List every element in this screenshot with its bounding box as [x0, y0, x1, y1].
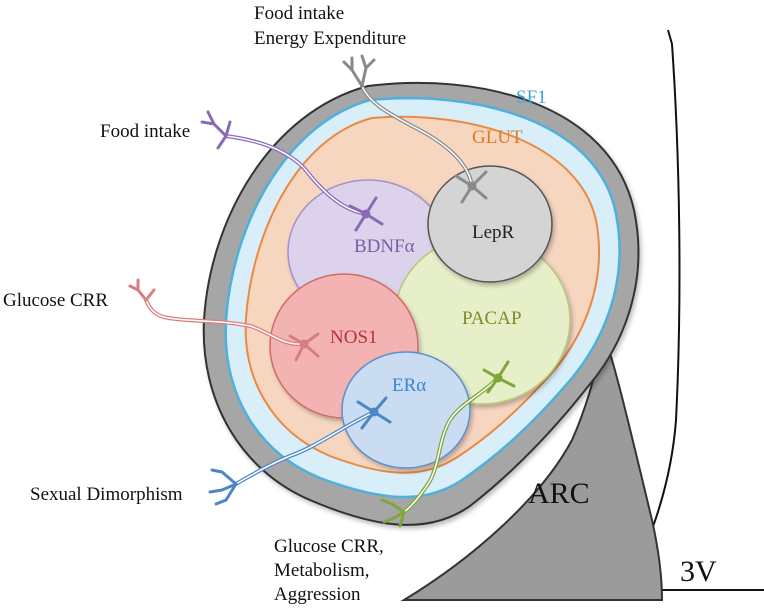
pacap-neuron	[380, 360, 516, 528]
lepr-neuron	[342, 54, 488, 204]
pacap-output-label-line-2: Metabolism,	[274, 560, 370, 581]
sf1-label: SF1	[516, 87, 547, 108]
glut-label: GLUT	[472, 127, 523, 148]
nos1-label: NOS1	[330, 327, 378, 348]
bdnf-neuron	[200, 110, 384, 232]
nos1-neuron	[128, 278, 320, 362]
bdnf-output-label: Food intake	[100, 121, 190, 142]
lepr-output-label-line-2: Energy Expenditure	[254, 28, 406, 49]
pacap-output-label-line-3: Aggression	[274, 584, 361, 605]
era-neuron	[208, 396, 392, 506]
era-label: ERα	[392, 375, 426, 396]
nos1-output-label: Glucose CRR	[3, 290, 108, 311]
era-region	[341, 351, 471, 469]
lepr-label: LepR	[472, 222, 515, 243]
lepr-output-label-line-1: Food intake	[254, 3, 344, 24]
third-ventricle-label: 3V	[680, 555, 717, 588]
pacap-output-label-line-1: Glucose CRR,	[274, 536, 384, 557]
bdnf-label: BDNFα	[354, 236, 415, 257]
arc-region	[400, 335, 664, 601]
arc-label: ARC	[528, 477, 590, 510]
era-output-label: Sexual Dimorphism	[30, 484, 183, 505]
lepr-region	[427, 165, 553, 283]
pacap-label: PACAP	[462, 308, 522, 329]
